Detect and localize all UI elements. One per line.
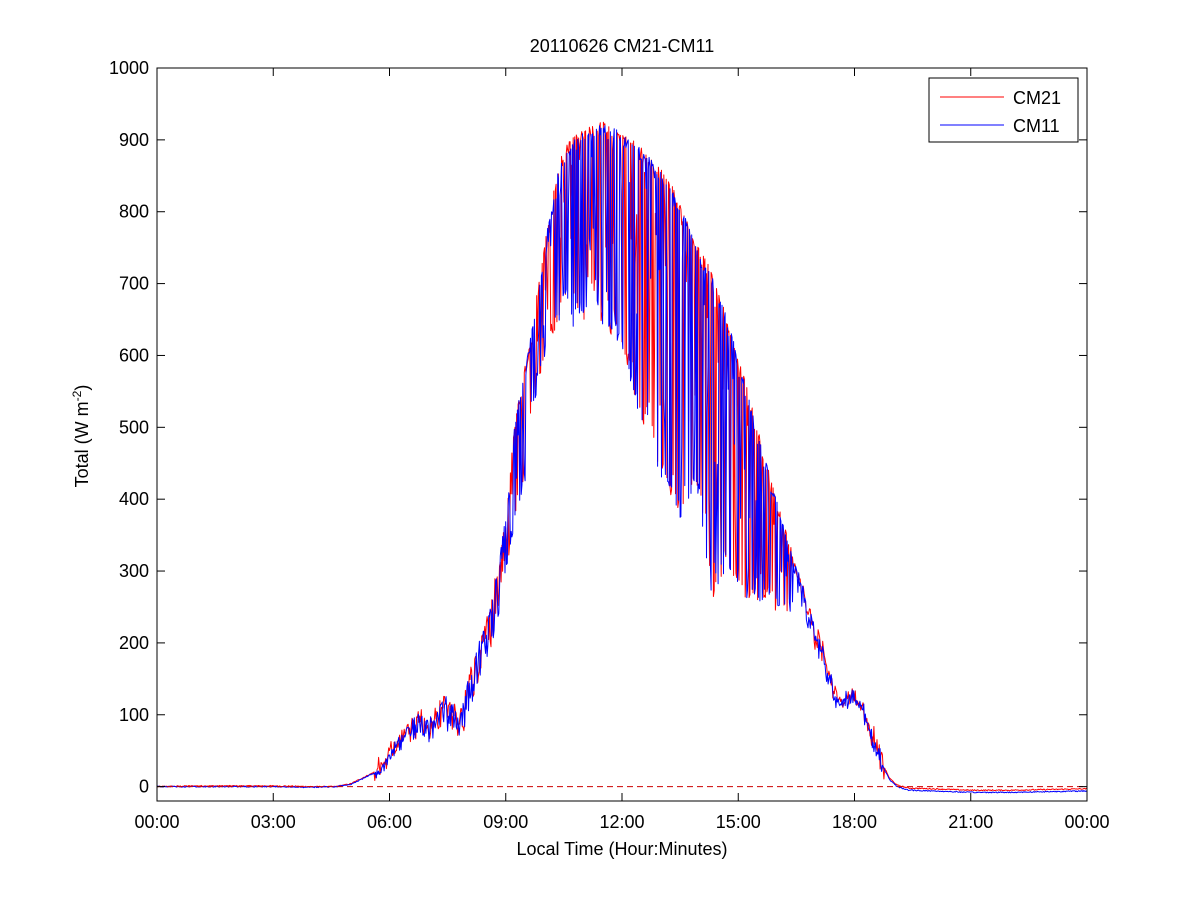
y-tick-label: 600 <box>119 345 149 365</box>
legend-box <box>928 77 1079 143</box>
x-tick-label: 18:00 <box>832 812 877 832</box>
x-tick-label: 06:00 <box>367 812 412 832</box>
y-tick-label: 100 <box>119 705 149 725</box>
y-axis-ticks: 0 100 200 300 400 500 600 700 800 900 1000 <box>109 58 1087 797</box>
y-tick-label: 700 <box>119 274 149 294</box>
legend: CM21 CM11 <box>928 77 1079 143</box>
x-axis-label: Local Time (Hour:Minutes) <box>516 839 727 859</box>
y-tick-label: 300 <box>119 561 149 581</box>
y-axis-label: Total (W m-2) <box>70 385 92 488</box>
axes-background <box>157 68 1087 801</box>
plot-area: 00:00 03:00 06:00 09:00 12:00 15:00 18:00 21:00… <box>109 58 1110 832</box>
y-axis-label-close: ) <box>72 385 92 391</box>
x-tick-label: 15:00 <box>716 812 761 832</box>
x-axis-ticks: 00:00 03:00 06:00 09:00 12:00 15:00 18:00 21:00… <box>134 68 1110 832</box>
y-tick-label: 500 <box>119 417 149 437</box>
legend-label-cm21: CM21 <box>1013 88 1061 108</box>
x-tick-label: 21:00 <box>948 812 993 832</box>
x-tick-label: 12:00 <box>599 812 644 832</box>
y-tick-label: 400 <box>119 489 149 509</box>
x-tick-label: 03:00 <box>251 812 296 832</box>
y-tick-label: 1000 <box>109 58 149 78</box>
x-tick-label: 00:00 <box>1064 812 1109 832</box>
y-tick-label: 800 <box>119 202 149 222</box>
y-axis-label-main: Total (W m <box>72 401 92 487</box>
y-tick-label: 0 <box>139 777 149 797</box>
y-tick-label: 900 <box>119 130 149 150</box>
chart-title: 20110626 CM21-CM11 <box>530 36 714 56</box>
x-tick-label: 00:00 <box>134 812 179 832</box>
legend-label-cm11: CM11 <box>1013 116 1060 136</box>
x-tick-label: 09:00 <box>483 812 528 832</box>
y-axis-label-superscript: -2 <box>70 390 84 401</box>
y-tick-label: 200 <box>119 633 149 653</box>
